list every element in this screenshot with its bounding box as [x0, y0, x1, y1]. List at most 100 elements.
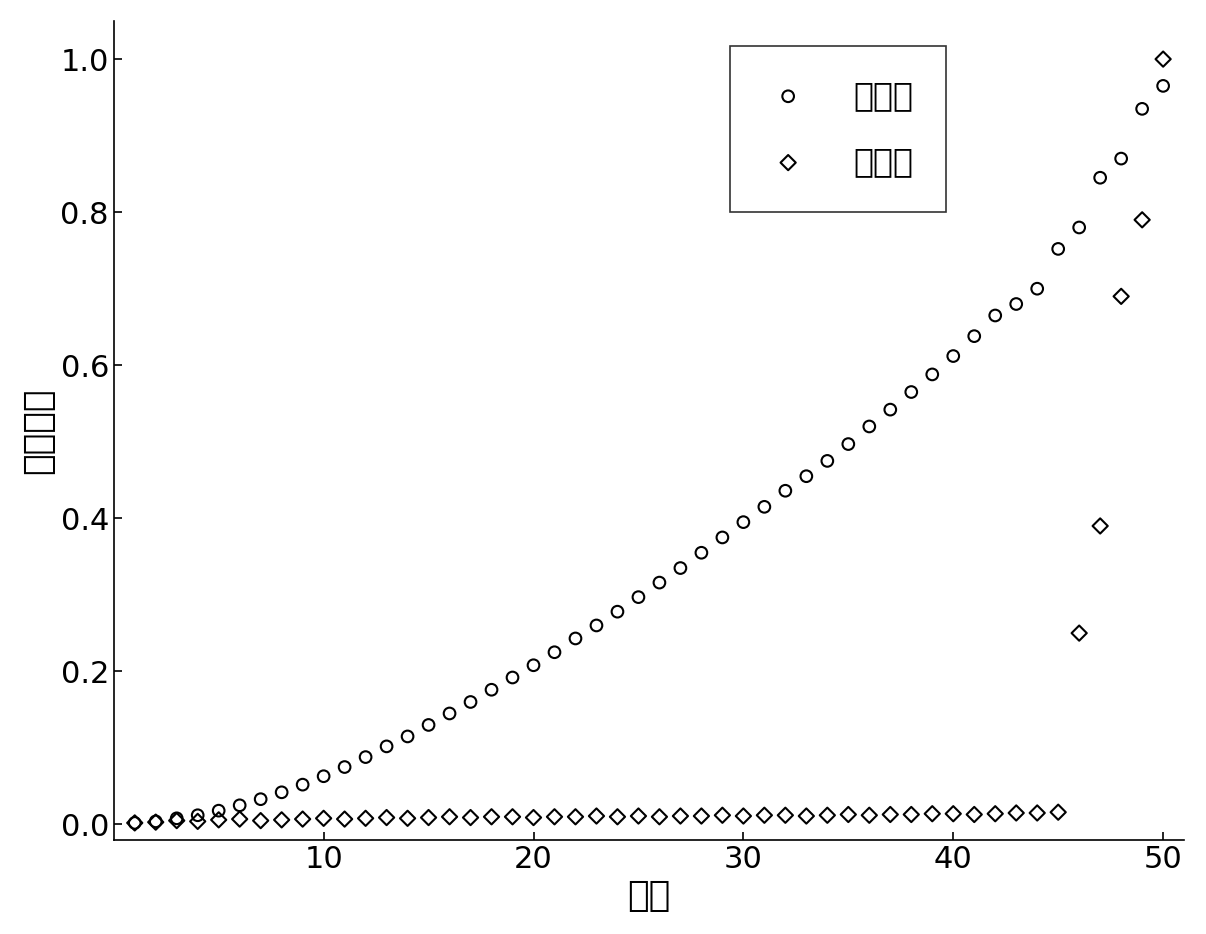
有信号: [398, 811, 417, 826]
有信号: [1112, 289, 1131, 304]
无信号: [209, 803, 228, 818]
无信号: [335, 759, 355, 774]
无信号: [1090, 170, 1110, 185]
无信号: [902, 385, 921, 400]
无信号: [566, 631, 585, 646]
无信号: [146, 814, 165, 828]
无信号: [1070, 220, 1089, 235]
无信号: [273, 785, 292, 800]
有信号: [923, 806, 942, 821]
无信号: [1112, 151, 1131, 166]
有信号: [775, 808, 795, 823]
无信号: [503, 670, 522, 685]
无信号: [692, 545, 712, 560]
无信号: [1028, 281, 1047, 296]
有信号: [377, 810, 397, 825]
有信号: [692, 809, 712, 824]
有信号: [168, 814, 187, 828]
无信号: [398, 729, 417, 743]
无信号: [523, 658, 543, 672]
有信号: [273, 813, 292, 828]
有信号: [356, 811, 375, 826]
无信号: [923, 367, 942, 382]
无信号: [860, 419, 879, 434]
有信号: [293, 812, 312, 827]
有信号: [1090, 518, 1110, 533]
无信号: [168, 811, 187, 826]
无信号: [880, 403, 900, 417]
有信号: [818, 808, 837, 823]
无信号: [356, 750, 375, 765]
无信号: [1153, 78, 1172, 93]
无信号: [797, 469, 816, 484]
无信号: [671, 560, 690, 575]
有信号: [860, 808, 879, 823]
有信号: [1132, 212, 1152, 227]
有信号: [1007, 805, 1026, 820]
有信号: [209, 813, 228, 828]
无信号: [545, 644, 564, 659]
有信号: [335, 812, 355, 827]
有信号: [314, 811, 333, 826]
有信号: [671, 809, 690, 824]
无信号: [985, 308, 1005, 323]
有信号: [545, 810, 564, 825]
有信号: [838, 807, 857, 822]
有信号: [902, 807, 921, 822]
有信号: [1048, 805, 1067, 820]
有信号: [482, 810, 502, 825]
有信号: [880, 807, 900, 822]
Legend: 无信号, 有信号: 无信号, 有信号: [730, 46, 947, 212]
无信号: [713, 530, 732, 545]
无信号: [1132, 102, 1152, 117]
无信号: [943, 348, 962, 363]
有信号: [418, 810, 438, 825]
有信号: [1070, 626, 1089, 641]
无信号: [314, 769, 333, 784]
有信号: [125, 815, 145, 830]
无信号: [1048, 241, 1067, 256]
无信号: [838, 436, 857, 451]
无信号: [482, 682, 502, 697]
Y-axis label: 相对幅度: 相对幅度: [21, 387, 54, 474]
无信号: [587, 618, 607, 633]
无信号: [775, 483, 795, 498]
无信号: [418, 717, 438, 732]
无信号: [818, 453, 837, 468]
有信号: [587, 809, 607, 824]
无信号: [377, 739, 397, 754]
有信号: [943, 806, 962, 821]
X-axis label: 序号: 序号: [627, 879, 671, 913]
无信号: [230, 798, 250, 813]
有信号: [523, 810, 543, 825]
有信号: [985, 806, 1005, 821]
无信号: [461, 695, 480, 710]
有信号: [1153, 51, 1172, 66]
无信号: [440, 706, 459, 721]
无信号: [733, 515, 753, 530]
有信号: [461, 810, 480, 825]
有信号: [1028, 805, 1047, 820]
有信号: [755, 808, 774, 823]
有信号: [503, 810, 522, 825]
有信号: [733, 809, 753, 824]
无信号: [608, 604, 627, 619]
有信号: [230, 812, 250, 827]
无信号: [965, 329, 984, 344]
有信号: [650, 810, 669, 825]
无信号: [1007, 296, 1026, 311]
有信号: [628, 809, 648, 824]
无信号: [650, 575, 669, 590]
无信号: [251, 792, 270, 807]
无信号: [188, 808, 207, 823]
有信号: [713, 808, 732, 823]
无信号: [628, 589, 648, 604]
无信号: [755, 500, 774, 515]
有信号: [566, 810, 585, 825]
有信号: [146, 814, 165, 829]
有信号: [188, 814, 207, 828]
有信号: [965, 807, 984, 822]
有信号: [440, 810, 459, 825]
无信号: [125, 815, 145, 830]
无信号: [293, 777, 312, 792]
